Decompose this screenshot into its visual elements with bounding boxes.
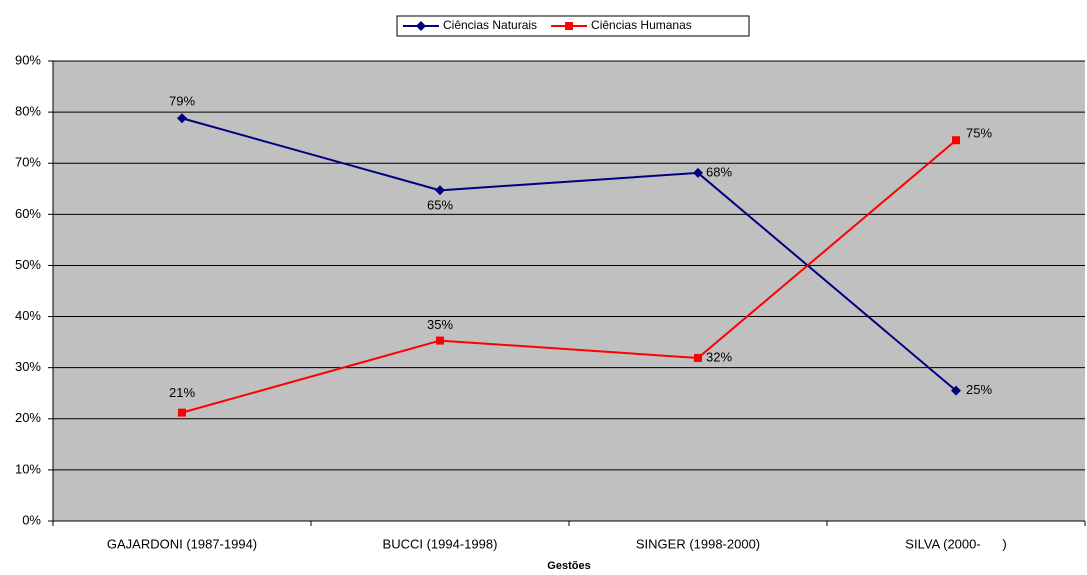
plot-area <box>53 61 1085 521</box>
y-tick-label: 20% <box>15 410 41 425</box>
data-label: 75% <box>966 126 992 141</box>
y-tick-label: 30% <box>15 359 41 374</box>
y-tick-label: 40% <box>15 308 41 323</box>
marker <box>693 167 703 178</box>
legend-label: Ciências Naturais <box>443 18 537 32</box>
series-line <box>181 139 957 414</box>
marker <box>178 408 186 417</box>
marker <box>694 353 702 362</box>
series-line <box>181 117 957 392</box>
marker <box>177 113 187 124</box>
legend-label: Ciências Humanas <box>591 18 692 32</box>
data-label: 25% <box>966 382 992 397</box>
x-tick-label: SILVA (2000- ) <box>905 536 1006 551</box>
y-tick-label: 0% <box>22 512 41 527</box>
data-label: 35% <box>427 317 453 332</box>
data-label: 21% <box>169 385 195 400</box>
data-label: 68% <box>706 164 732 179</box>
y-tick-label: 80% <box>15 104 41 119</box>
marker <box>952 136 960 145</box>
legend-marker <box>416 21 426 31</box>
data-label: 32% <box>706 349 732 364</box>
marker <box>435 185 445 196</box>
x-tick-label: SINGER (1998-2000) <box>636 536 760 551</box>
y-tick-label: 90% <box>15 52 41 67</box>
legend-marker <box>565 22 574 30</box>
x-axis-title: Gestões <box>547 560 590 572</box>
data-label: 79% <box>169 94 195 109</box>
data-label: 65% <box>427 198 453 213</box>
x-tick-label: GAJARDONI (1987-1994) <box>107 536 257 551</box>
y-tick-label: 10% <box>15 461 41 476</box>
y-tick-label: 60% <box>15 206 41 221</box>
y-tick-label: 50% <box>15 257 41 272</box>
marker <box>436 336 444 345</box>
marker <box>951 385 961 396</box>
x-tick-label: BUCCI (1994-1998) <box>383 536 498 551</box>
y-tick-label: 70% <box>15 155 41 170</box>
legend: Ciências Naturais Ciências Humanas <box>396 15 750 37</box>
